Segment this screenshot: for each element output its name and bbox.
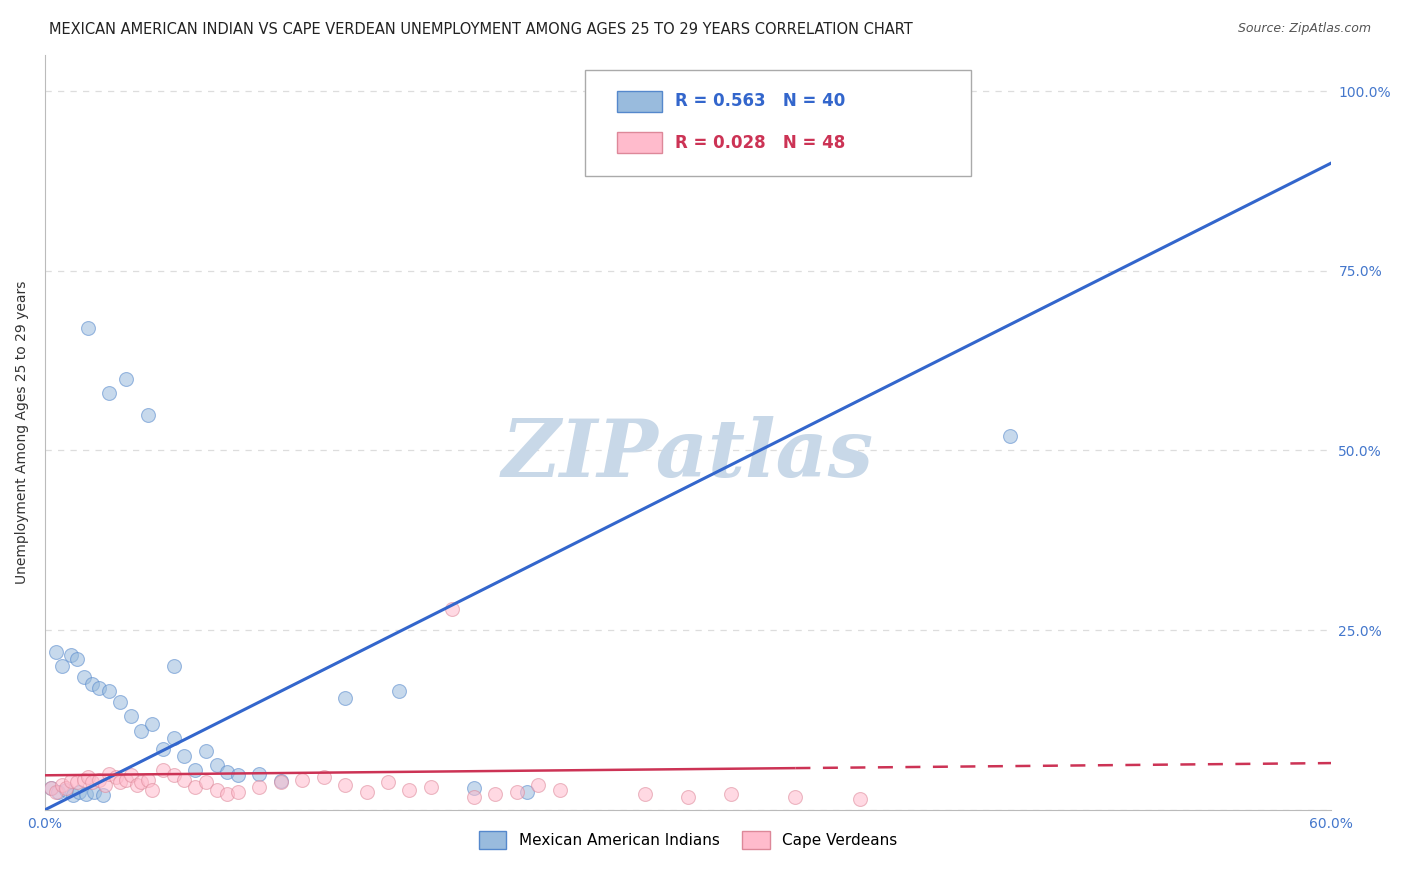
Point xyxy=(131,775,153,789)
Point xyxy=(108,775,131,789)
Point xyxy=(205,758,228,772)
Point xyxy=(333,691,356,706)
Text: R = 0.563   N = 40: R = 0.563 N = 40 xyxy=(675,92,845,111)
FancyBboxPatch shape xyxy=(617,132,662,153)
Point xyxy=(226,768,249,782)
Point xyxy=(173,748,195,763)
Point xyxy=(115,371,138,385)
Point xyxy=(82,677,104,691)
Point xyxy=(45,785,67,799)
Point xyxy=(55,782,77,797)
Point xyxy=(66,652,89,666)
Point xyxy=(83,785,105,799)
Point xyxy=(785,789,807,804)
Point xyxy=(247,767,270,781)
Point xyxy=(91,789,114,803)
Point xyxy=(152,741,174,756)
Point xyxy=(98,386,121,401)
FancyBboxPatch shape xyxy=(585,70,972,176)
Point xyxy=(333,778,356,792)
Point xyxy=(45,645,67,659)
Point xyxy=(46,785,69,799)
Point xyxy=(505,785,527,799)
Point xyxy=(87,681,110,695)
Text: ZIPatlas: ZIPatlas xyxy=(502,417,875,494)
FancyBboxPatch shape xyxy=(617,91,662,112)
Point xyxy=(441,601,464,615)
Point xyxy=(388,684,411,698)
Point xyxy=(162,659,184,673)
Point xyxy=(484,787,506,801)
Point xyxy=(98,767,121,781)
Point xyxy=(463,781,485,796)
Point xyxy=(94,778,117,792)
Point xyxy=(152,764,174,778)
Legend: Mexican American Indians, Cape Verdeans: Mexican American Indians, Cape Verdeans xyxy=(472,825,904,855)
Point xyxy=(72,772,94,787)
Point xyxy=(115,772,138,787)
Point xyxy=(398,782,420,797)
Y-axis label: Unemployment Among Ages 25 to 29 years: Unemployment Among Ages 25 to 29 years xyxy=(15,281,30,584)
Point xyxy=(55,781,77,796)
Text: MEXICAN AMERICAN INDIAN VS CAPE VERDEAN UNEMPLOYMENT AMONG AGES 25 TO 29 YEARS C: MEXICAN AMERICAN INDIAN VS CAPE VERDEAN … xyxy=(49,22,912,37)
Point xyxy=(548,782,571,797)
Point xyxy=(162,768,184,782)
Point xyxy=(67,785,90,799)
Point xyxy=(41,781,63,796)
Point xyxy=(377,775,399,789)
Point xyxy=(162,731,184,745)
Point xyxy=(127,778,149,792)
Point xyxy=(998,429,1021,443)
Point xyxy=(66,775,89,789)
Point xyxy=(72,670,94,684)
Point xyxy=(173,772,195,787)
Point xyxy=(720,787,742,801)
Point xyxy=(59,648,82,663)
Point xyxy=(217,765,239,780)
Point xyxy=(419,780,441,794)
Point xyxy=(516,785,538,799)
Point xyxy=(136,408,159,422)
Point xyxy=(136,772,159,787)
Point xyxy=(76,771,98,785)
Point xyxy=(848,792,870,806)
Point xyxy=(194,775,217,789)
Point xyxy=(463,789,485,804)
Point xyxy=(194,744,217,758)
Point xyxy=(184,780,207,794)
Point xyxy=(184,764,207,778)
Text: Source: ZipAtlas.com: Source: ZipAtlas.com xyxy=(1237,22,1371,36)
Point xyxy=(270,775,292,789)
Point xyxy=(527,778,550,792)
Point xyxy=(205,782,228,797)
Point xyxy=(51,778,73,792)
Point xyxy=(76,321,98,335)
Point xyxy=(141,716,163,731)
Point xyxy=(41,781,63,796)
Point xyxy=(104,771,127,785)
Point xyxy=(676,789,699,804)
Text: R = 0.028   N = 48: R = 0.028 N = 48 xyxy=(675,134,845,152)
Point xyxy=(120,768,142,782)
Point xyxy=(108,695,131,709)
Point xyxy=(82,775,104,789)
Point xyxy=(51,659,73,673)
Point xyxy=(59,774,82,789)
Point xyxy=(62,789,84,803)
Point xyxy=(291,772,314,787)
Point xyxy=(217,787,239,801)
Point xyxy=(247,780,270,794)
Point xyxy=(98,684,121,698)
Point xyxy=(356,785,378,799)
Point xyxy=(87,772,110,787)
Point xyxy=(634,787,657,801)
Point xyxy=(226,785,249,799)
Point xyxy=(141,782,163,797)
Point xyxy=(312,771,335,785)
Point xyxy=(270,774,292,789)
Point xyxy=(120,709,142,723)
Point xyxy=(75,787,97,801)
Point xyxy=(131,723,153,738)
